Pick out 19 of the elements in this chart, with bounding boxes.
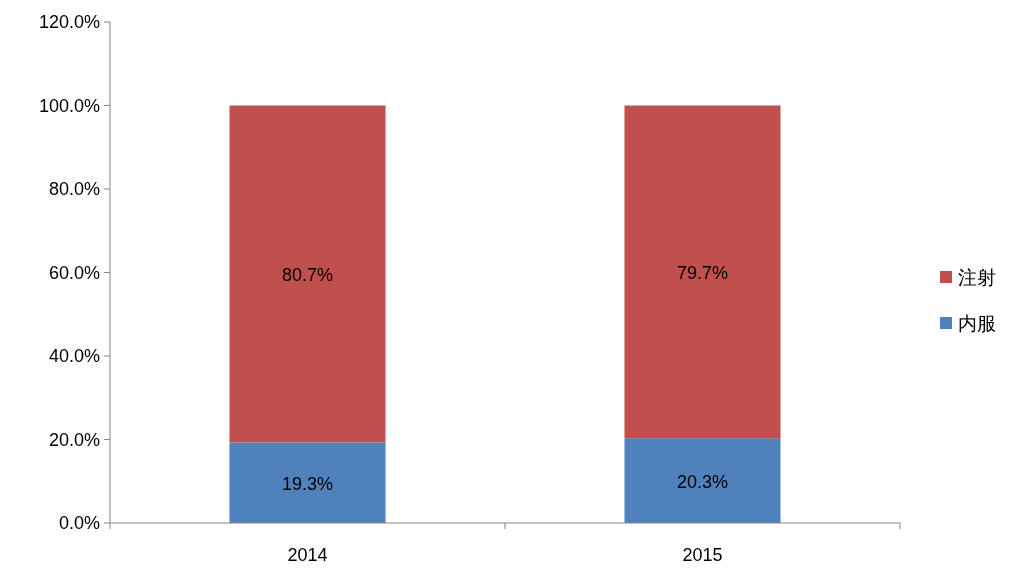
y-tick-label: 40.0% bbox=[48, 346, 100, 366]
data-label: 79.7% bbox=[676, 262, 729, 283]
x-tick-label: 2014 bbox=[287, 545, 328, 565]
bar bbox=[624, 105, 781, 439]
data-label: 20.3% bbox=[676, 471, 729, 492]
y-tick-label: 80.0% bbox=[48, 179, 100, 199]
y-tick-label: 60.0% bbox=[48, 262, 100, 283]
bar bbox=[229, 105, 386, 443]
data-label: 80.7% bbox=[281, 264, 334, 285]
y-tick-label: 20.0% bbox=[48, 429, 100, 450]
y-tick-label: 120.0% bbox=[38, 12, 100, 32]
bar bbox=[229, 442, 386, 523]
legend-label: 注射 bbox=[958, 267, 996, 288]
y-tick-label: 0.0% bbox=[58, 513, 100, 533]
legend-label: 内服 bbox=[958, 313, 996, 334]
x-tick-label: 2015 bbox=[682, 545, 723, 565]
bar bbox=[624, 438, 781, 523]
y-tick-label: 100.0% bbox=[38, 95, 100, 116]
data-label: 19.3% bbox=[281, 473, 334, 494]
